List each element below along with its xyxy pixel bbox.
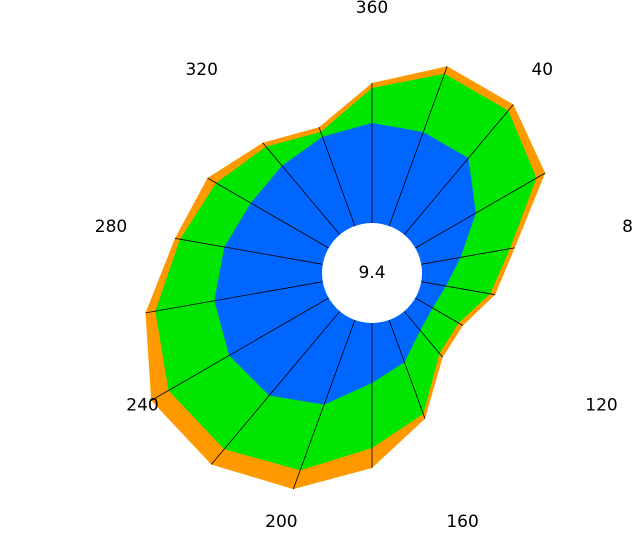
tick-label-160: 160 (446, 512, 478, 532)
tick-label-320: 320 (185, 60, 217, 80)
tick-label-280: 280 (95, 217, 127, 237)
spokes (145, 66, 546, 490)
spoke (150, 297, 329, 401)
spoke (207, 177, 329, 249)
tick-label-80: 80 (622, 217, 633, 237)
spoke (388, 319, 426, 419)
tick-label-200: 200 (265, 512, 297, 532)
tick-label-120: 120 (585, 396, 617, 416)
tick-label-360: 360 (356, 0, 388, 18)
spoke (388, 66, 448, 227)
tick-label-240: 240 (126, 396, 158, 416)
spoke (262, 142, 341, 235)
spoke (318, 127, 356, 227)
spoke (415, 297, 464, 326)
spoke (174, 237, 323, 265)
spoke (210, 311, 341, 465)
spoke (421, 247, 515, 265)
tick-label-40: 40 (531, 60, 553, 80)
center-label: 9.4 (358, 263, 385, 283)
spoke (403, 104, 514, 235)
center-hole (322, 223, 422, 323)
spoke (292, 319, 356, 490)
spoke (421, 281, 496, 296)
tick-labels: 40 80 120 160 200 240 280 320 360 (95, 0, 633, 532)
spoke (403, 311, 444, 358)
spoke (415, 172, 546, 249)
spoke (145, 281, 323, 314)
